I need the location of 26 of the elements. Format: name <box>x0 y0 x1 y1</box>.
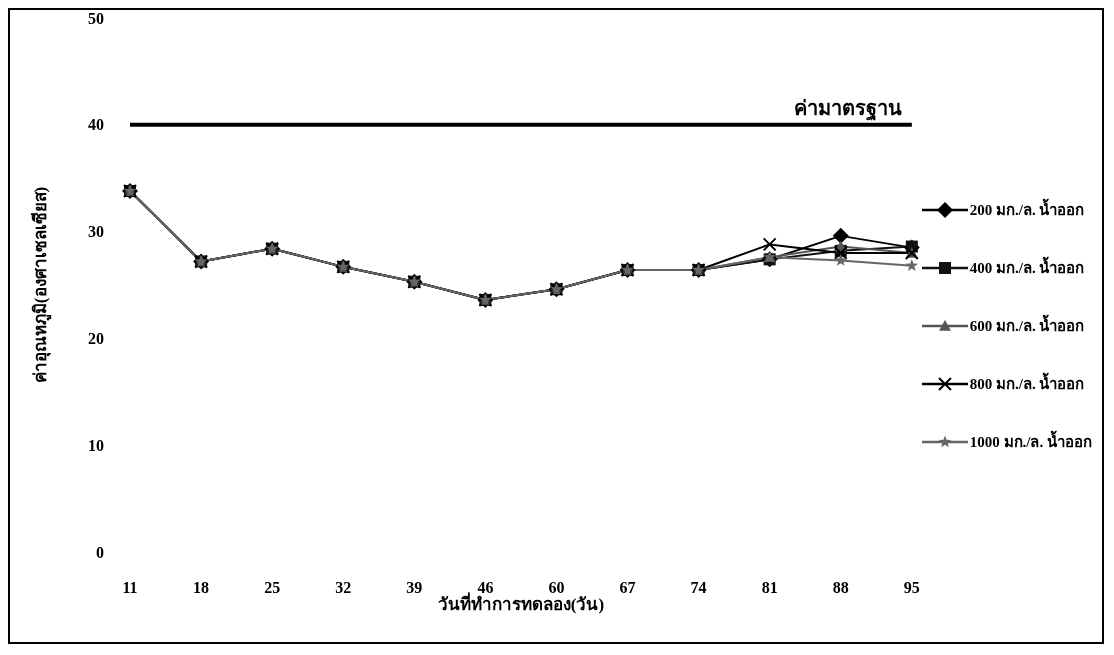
x-tick-label: 18 <box>193 579 210 597</box>
legend-label: 800 มก./ล. น้ำออก <box>969 372 1085 394</box>
x-tick-label: 81 <box>761 579 778 597</box>
y-tick-label: 30 <box>88 223 104 241</box>
point <box>832 227 849 244</box>
y-tick-label: 20 <box>88 330 104 348</box>
x-tick-label: 32 <box>335 579 352 597</box>
y-tick-label: 50 <box>88 9 104 27</box>
ref-line-label: ค่ามาตรฐาน <box>793 96 902 122</box>
legend-label: 1000 มก./ล. น้ำออก <box>969 430 1092 452</box>
legend-label: 200 มก./ล. น้ำออก <box>969 198 1085 220</box>
y-tick-label: 0 <box>96 543 104 561</box>
legend-label: 400 มก./ล. น้ำออก <box>969 256 1085 278</box>
x-tick-label: 88 <box>832 579 849 597</box>
point <box>834 253 848 266</box>
legend-label: 600 มก./ล. น้ำออก <box>969 314 1085 336</box>
y-tick-label: 10 <box>88 436 104 454</box>
x-tick-label: 11 <box>122 579 138 597</box>
x-tick-label: 25 <box>264 579 281 597</box>
y-tick-label: 40 <box>88 116 104 134</box>
x-tick-label: 39 <box>406 579 423 597</box>
x-tick-label: 95 <box>903 579 920 597</box>
y-axis-title: ค่าอุณหภูมิ(องศาเซลเซียส) <box>30 186 53 384</box>
point <box>905 259 919 272</box>
x-tick-label: 67 <box>619 579 636 597</box>
x-tick-label: 74 <box>690 579 707 597</box>
